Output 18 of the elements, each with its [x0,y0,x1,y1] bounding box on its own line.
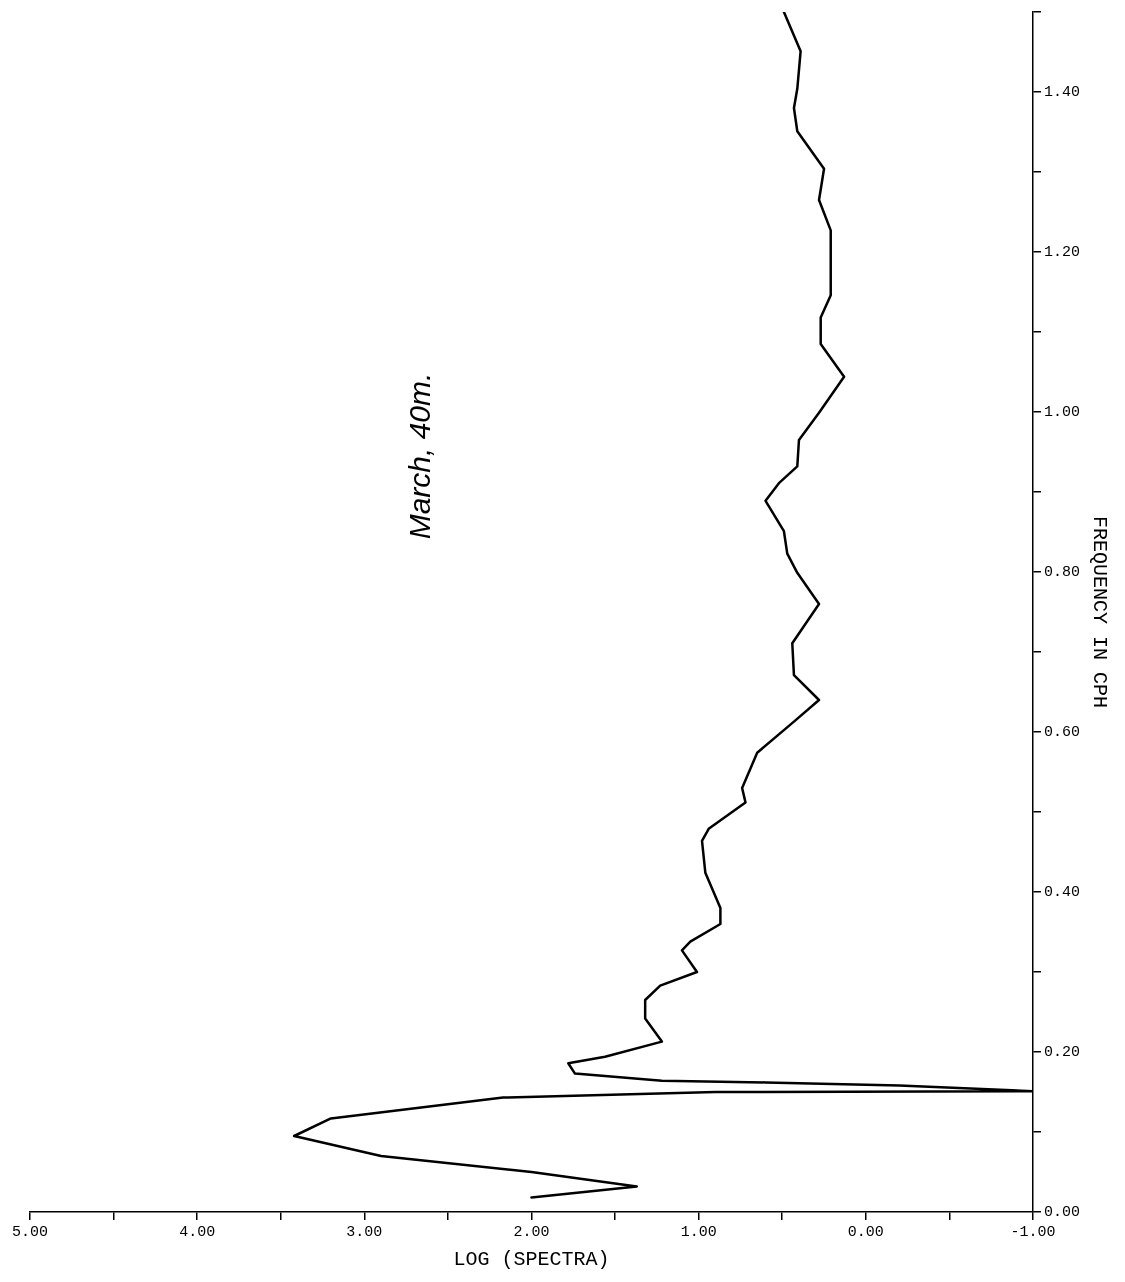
y-tick-label: 0.00 [1043,1203,1081,1221]
x-tick-label: 4.00 [179,1223,216,1241]
x-tick-label: 3.00 [346,1223,383,1241]
x-tick-label: 5.00 [11,1223,49,1241]
y-tick-label: 1.20 [1043,243,1081,261]
x-tick-label: 2.00 [513,1223,550,1241]
y-tick-label: 0.80 [1043,563,1081,581]
x-tick-label: -1.00 [1010,1223,1056,1241]
text: March, 40m. [402,372,436,540]
y-tick-label: 0.20 [1043,1043,1081,1061]
y-tick-label: 0.40 [1043,883,1081,901]
y-axis-title: FREQUENCY IN CPH [1087,515,1111,709]
y-tick-label: 0.60 [1043,723,1081,741]
x-tick-label: 1.00 [680,1223,717,1241]
y-tick-label: 1.00 [1043,403,1081,421]
y-tick-label: 1.40 [1043,83,1081,101]
x-axis-title: LOG (SPECTRA) [453,1248,610,1272]
x-tick-label: 0.00 [847,1223,884,1241]
